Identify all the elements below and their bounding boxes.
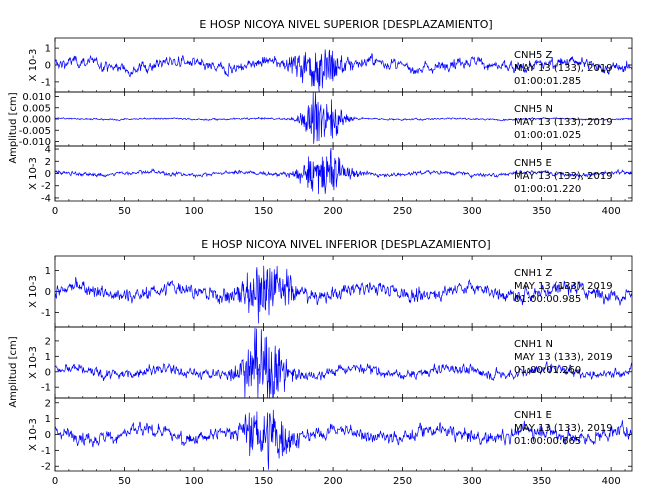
station-annotation: CNH5 N [514, 104, 553, 115]
station-annotation: MAY 13 (133), 2019 [514, 352, 613, 363]
x-tick-label: 250 [393, 476, 412, 487]
unit-label: X 10-3 [28, 275, 39, 308]
station-annotation: 01:00:01.025 [514, 130, 581, 141]
x-tick-label: 50 [118, 206, 131, 217]
y-tick-label: -4 [41, 193, 51, 204]
signal-trace [54, 92, 633, 144]
station-annotation: 01:00:01.220 [514, 184, 581, 195]
y-tick-label: 0.005 [22, 103, 51, 114]
station-annotation: CNH5 E [514, 158, 552, 169]
x-tick-label: 150 [254, 206, 273, 217]
unit-label: X 10-3 [28, 157, 39, 190]
unit-label: X 10-3 [28, 418, 39, 451]
signal-trace [54, 265, 633, 324]
x-tick-label: 0 [52, 476, 58, 487]
y-tick-label: 1 [45, 266, 51, 277]
signal-trace [54, 49, 633, 91]
y-tick-label: 0.010 [22, 92, 51, 103]
station-annotation: 01:00:01.285 [514, 76, 581, 87]
y-tick-label: -2 [41, 462, 51, 473]
y-tick-label: -1 [41, 383, 51, 394]
seismogram-panel: -1 0 1 X 10-3 CNH1 Z MAY 13 (133), 2019 01:00:… [28, 255, 633, 328]
x-tick-label: 400 [602, 476, 621, 487]
y-tick-label: 0 [45, 169, 51, 180]
unit-label: X 10-3 [28, 346, 39, 379]
x-tick-label: 250 [393, 206, 412, 217]
x-tick-label: 350 [532, 206, 551, 217]
station-annotation: 01:00:00.985 [514, 294, 581, 305]
x-tick-label: 300 [463, 476, 482, 487]
top-figure-title: E HOSP NICOYA NIVEL SUPERIOR [DESPLAZAMI… [199, 18, 492, 31]
x-tick-label: 150 [254, 476, 273, 487]
top-y-axis-label: Amplitud [cm] [8, 92, 19, 163]
y-tick-label: 0.000 [22, 115, 51, 126]
y-tick-label: -1 [41, 308, 51, 319]
y-tick-label: 0 [45, 287, 51, 298]
station-annotation: 01:00:00.665 [514, 436, 581, 447]
station-annotation: MAY 13 (133), 2019 [514, 63, 613, 74]
x-tick-label: 350 [532, 476, 551, 487]
y-tick-label: 1 [45, 44, 51, 55]
y-tick-label: 2 [45, 336, 51, 347]
y-tick-label: 0 [45, 61, 51, 72]
signal-trace [54, 147, 633, 195]
x-tick-label: 100 [184, 476, 203, 487]
y-tick-label: -1 [41, 446, 51, 457]
y-tick-label: -1 [41, 77, 51, 88]
y-tick-label: -2 [41, 181, 51, 192]
station-annotation: MAY 13 (133), 2019 [514, 281, 613, 292]
signal-trace [54, 327, 633, 398]
panel-group: -1 0 1 X 10-3 CNH5 Z MAY 13 (133), 2019 01:00:… [19, 37, 633, 487]
y-tick-label: 2 [45, 157, 51, 168]
bottom-figure-title: E HOSP NICOYA NIVEL INFERIOR [DESPLAZAMI… [201, 238, 490, 251]
station-annotation: MAY 13 (133), 2019 [514, 171, 613, 182]
seismogram-panel: -1 0 1 2 X 10-3 CNH1 N MAY 13 (133), 2019 01:00… [28, 326, 633, 399]
y-tick-label: 0 [45, 367, 51, 378]
signal-trace [54, 409, 633, 470]
seismogram-panel: -1 0 1 X 10-3 CNH5 Z MAY 13 (133), 2019 01:00:… [28, 37, 633, 93]
y-tick-label: 1 [45, 352, 51, 363]
y-tick-label: -0.005 [19, 126, 51, 137]
x-tick-label: 0 [52, 206, 58, 217]
y-tick-label: 4 [45, 145, 51, 156]
y-tick-label: 0 [45, 430, 51, 441]
unit-label: X 10-3 [28, 49, 39, 82]
station-annotation: CNH5 Z [514, 50, 553, 61]
x-tick-label: 50 [118, 476, 131, 487]
x-tick-label: 300 [463, 206, 482, 217]
station-annotation: CNH1 N [514, 339, 553, 350]
x-tick-label: 400 [602, 206, 621, 217]
x-tick-label: 200 [324, 476, 343, 487]
panel-frame [54, 397, 633, 472]
bottom-y-axis-label: Amplitud [cm] [8, 336, 19, 407]
y-tick-label: 1 [45, 414, 51, 425]
station-annotation: 01:00:01.260 [514, 365, 581, 376]
y-tick-label: -0.010 [19, 137, 51, 148]
station-annotation: MAY 13 (133), 2019 [514, 423, 613, 434]
station-annotation: MAY 13 (133), 2019 [514, 117, 613, 128]
station-annotation: CNH1 E [514, 410, 552, 421]
seismogram-panel: -2 -1 0 1 2 X 10-3 CNH1 E MAY 13 (133), 2019 01:… [28, 397, 633, 487]
y-tick-label: 2 [45, 398, 51, 409]
x-tick-label: 100 [184, 206, 203, 217]
x-tick-label: 200 [324, 206, 343, 217]
station-annotation: CNH1 Z [514, 268, 553, 279]
